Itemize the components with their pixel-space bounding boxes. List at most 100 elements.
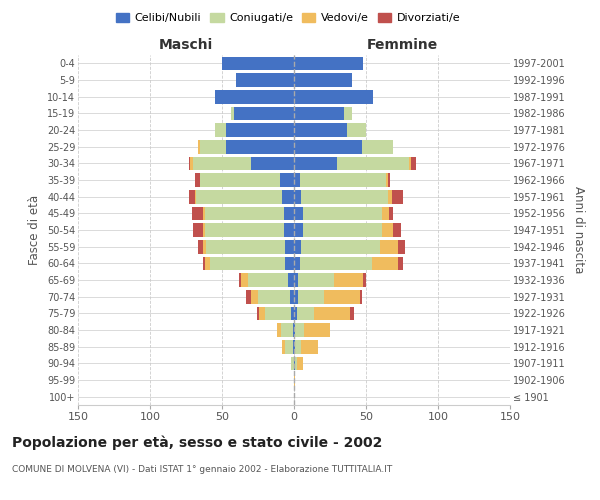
Bar [226, 123, 294, 137]
Bar [294, 373, 295, 387]
Bar [301, 340, 319, 353]
Bar [324, 290, 360, 304]
Bar [284, 223, 294, 237]
Bar [206, 240, 286, 254]
Bar [294, 323, 295, 337]
Bar [284, 206, 294, 220]
Bar [203, 223, 205, 237]
Bar [203, 240, 206, 254]
Bar [288, 273, 294, 287]
Bar [294, 190, 301, 203]
Bar [297, 356, 302, 370]
Bar [294, 90, 373, 104]
Bar [205, 223, 284, 237]
Bar [294, 206, 302, 220]
Bar [251, 156, 294, 170]
Text: Maschi: Maschi [159, 38, 213, 52]
Bar [300, 256, 372, 270]
Bar [194, 190, 196, 203]
Bar [301, 190, 388, 203]
Bar [398, 240, 405, 254]
Text: Popolazione per età, sesso e stato civile - 2002: Popolazione per età, sesso e stato civil… [12, 435, 382, 450]
Bar [205, 206, 284, 220]
Bar [291, 306, 294, 320]
Bar [280, 173, 294, 187]
Bar [290, 290, 294, 304]
Bar [372, 256, 398, 270]
Bar [197, 240, 203, 254]
Bar [304, 323, 330, 337]
Bar [259, 306, 265, 320]
Bar [283, 190, 294, 203]
Bar [294, 73, 352, 87]
Bar [344, 106, 352, 120]
Bar [409, 156, 410, 170]
Legend: Celibi/Nubili, Coniugati/e, Vedovi/e, Divorziati/e: Celibi/Nubili, Coniugati/e, Vedovi/e, Di… [112, 8, 464, 28]
Bar [294, 340, 295, 353]
Bar [257, 306, 259, 320]
Bar [236, 73, 294, 87]
Bar [283, 340, 286, 353]
Bar [200, 173, 280, 187]
Bar [286, 256, 294, 270]
Bar [297, 306, 314, 320]
Bar [363, 273, 366, 287]
Bar [294, 123, 347, 137]
Bar [388, 173, 391, 187]
Bar [215, 123, 226, 137]
Bar [205, 256, 211, 270]
Bar [239, 273, 241, 287]
Bar [294, 156, 337, 170]
Bar [294, 356, 295, 370]
Bar [294, 56, 363, 70]
Bar [295, 340, 301, 353]
Bar [265, 306, 291, 320]
Bar [294, 140, 362, 153]
Bar [200, 140, 226, 153]
Bar [286, 240, 294, 254]
Bar [226, 140, 294, 153]
Bar [248, 273, 288, 287]
Bar [251, 290, 258, 304]
Bar [192, 206, 203, 220]
Bar [300, 173, 386, 187]
Bar [203, 256, 205, 270]
Bar [196, 190, 283, 203]
Bar [388, 190, 392, 203]
Bar [334, 273, 363, 287]
Bar [294, 223, 302, 237]
Bar [302, 206, 382, 220]
Bar [410, 156, 416, 170]
Bar [294, 106, 344, 120]
Text: COMUNE DI MOLVENA (VI) - Dati ISTAT 1° gennaio 2002 - Elaborazione TUTTITALIA.IT: COMUNE DI MOLVENA (VI) - Dati ISTAT 1° g… [12, 465, 392, 474]
Bar [298, 290, 324, 304]
Bar [362, 140, 394, 153]
Bar [197, 140, 200, 153]
Bar [380, 240, 398, 254]
Bar [386, 173, 388, 187]
Bar [258, 290, 290, 304]
Bar [291, 356, 294, 370]
Bar [190, 156, 193, 170]
Bar [382, 223, 394, 237]
Bar [294, 173, 300, 187]
Bar [398, 256, 403, 270]
Bar [193, 223, 203, 237]
Bar [301, 240, 380, 254]
Text: Femmine: Femmine [367, 38, 437, 52]
Bar [382, 206, 389, 220]
Bar [347, 123, 366, 137]
Bar [298, 273, 334, 287]
Bar [295, 323, 304, 337]
Y-axis label: Anni di nascita: Anni di nascita [572, 186, 585, 274]
Bar [277, 323, 281, 337]
Bar [294, 256, 300, 270]
Bar [189, 156, 190, 170]
Bar [193, 156, 251, 170]
Bar [281, 323, 293, 337]
Bar [294, 273, 298, 287]
Bar [337, 156, 409, 170]
Bar [360, 290, 362, 304]
Bar [222, 56, 294, 70]
Bar [294, 290, 298, 304]
